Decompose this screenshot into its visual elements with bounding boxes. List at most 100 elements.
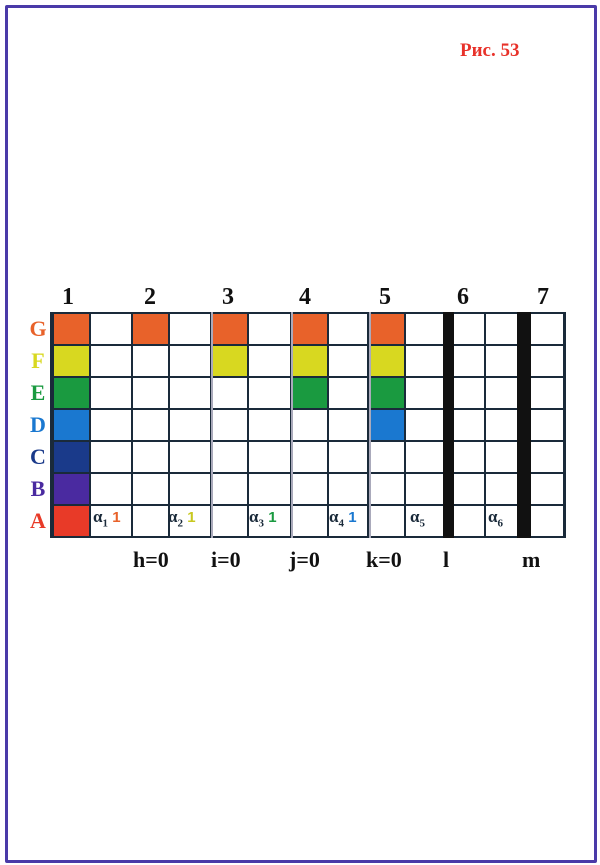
- grid-cell: [170, 474, 210, 504]
- alpha-value: 1: [348, 509, 357, 526]
- row-label: D: [30, 412, 46, 437]
- grid-cell: [371, 410, 404, 440]
- black-bar: [443, 312, 454, 538]
- grid-cell: [91, 442, 131, 472]
- grid-cell: [371, 442, 404, 472]
- bottom-label: k=0: [366, 547, 402, 572]
- column-number: 3: [222, 284, 234, 310]
- alpha-symbol: α: [93, 507, 103, 526]
- grid-cell: [170, 314, 210, 344]
- grid-cell: [486, 474, 517, 504]
- row-label: E: [30, 380, 46, 405]
- grid-cell: [91, 346, 131, 376]
- grid-cell: [54, 346, 89, 376]
- grid-cell: [406, 442, 443, 472]
- grid-cell: [371, 314, 404, 344]
- grid-cell: [531, 474, 563, 504]
- alpha-symbol: α: [329, 507, 339, 526]
- grid-cell: [486, 314, 517, 344]
- grid-cell: [293, 346, 327, 376]
- alpha-value: 1: [112, 509, 121, 526]
- grid-cell: [406, 410, 443, 440]
- grid-cell: [170, 346, 210, 376]
- alpha-subscript: 5: [419, 517, 426, 530]
- grid-cell: [454, 474, 484, 504]
- grid-cell: [293, 378, 327, 408]
- grid-cell: [133, 346, 168, 376]
- grid-cell: [406, 346, 443, 376]
- grid: [50, 312, 566, 538]
- column-divider: [211, 312, 213, 538]
- column-number: 2: [144, 284, 156, 310]
- grid-cell: [454, 442, 484, 472]
- alpha-subscript: 1: [102, 517, 109, 530]
- grid-cell: [133, 378, 168, 408]
- grid-cell: [249, 442, 290, 472]
- grid-cell: [54, 410, 89, 440]
- column-number: 7: [537, 284, 549, 310]
- grid-cell: [293, 410, 327, 440]
- grid-cell: [170, 506, 210, 536]
- column-number: 1: [62, 284, 74, 310]
- row-label: F: [31, 348, 45, 373]
- alpha-label: α5: [410, 507, 425, 529]
- grid-cell: [329, 442, 367, 472]
- grid-cell: [454, 410, 484, 440]
- grid-cell: [329, 410, 367, 440]
- bottom-label: i=0: [211, 547, 241, 572]
- grid-cell: [91, 378, 131, 408]
- alpha-subscript: 4: [338, 517, 345, 530]
- grid-cell: [329, 346, 367, 376]
- grid-cell: [91, 410, 131, 440]
- grid-cell: [213, 346, 247, 376]
- grid-cell: [133, 442, 168, 472]
- grid-cell: [54, 378, 89, 408]
- grid-cell: [293, 442, 327, 472]
- grid-cell: [486, 378, 517, 408]
- figure-label: Рис. 53: [460, 40, 520, 61]
- grid-cell: [170, 410, 210, 440]
- alpha-symbol: α: [488, 507, 498, 526]
- grid-cell: [486, 442, 517, 472]
- grid-cell: [133, 506, 168, 536]
- grid-cell: [170, 378, 210, 408]
- row-label: B: [30, 476, 46, 501]
- alpha-label: α1 1: [93, 507, 121, 529]
- alpha-label: α3 1: [249, 507, 277, 529]
- alpha-symbol: α: [249, 507, 259, 526]
- grid-cell: [486, 410, 517, 440]
- bottom-label: l: [443, 547, 450, 572]
- alpha-subscript: 3: [258, 517, 265, 530]
- grid-cell: [249, 378, 290, 408]
- column-number: 4: [299, 284, 311, 310]
- alpha-symbol: α: [168, 507, 178, 526]
- grid-cell: [54, 506, 89, 536]
- grid-cell: [531, 410, 563, 440]
- grid-cell: [329, 506, 367, 536]
- grid-cell: [249, 506, 290, 536]
- black-bar: [517, 312, 531, 538]
- bottom-label: m: [522, 547, 541, 572]
- grid-cell: [406, 378, 443, 408]
- grid-cell: [213, 378, 247, 408]
- grid-cell: [531, 378, 563, 408]
- grid-cell: [454, 346, 484, 376]
- grid-cell: [371, 474, 404, 504]
- grid-cell: [91, 314, 131, 344]
- grid-cell: [454, 378, 484, 408]
- grid-cell: [170, 442, 210, 472]
- grid-cell: [531, 442, 563, 472]
- grid-cell: [54, 474, 89, 504]
- grid-cell: [213, 442, 247, 472]
- bottom-label: h=0: [133, 547, 169, 572]
- grid-cell: [133, 474, 168, 504]
- column-number: 5: [379, 284, 391, 310]
- column-divider: [291, 312, 293, 538]
- bottom-label: j=0: [289, 547, 320, 572]
- grid-cell: [406, 314, 443, 344]
- grid-cell: [213, 314, 247, 344]
- grid-cell: [133, 314, 168, 344]
- grid-cell: [54, 442, 89, 472]
- grid-cell: [454, 314, 484, 344]
- grid-cell: [293, 506, 327, 536]
